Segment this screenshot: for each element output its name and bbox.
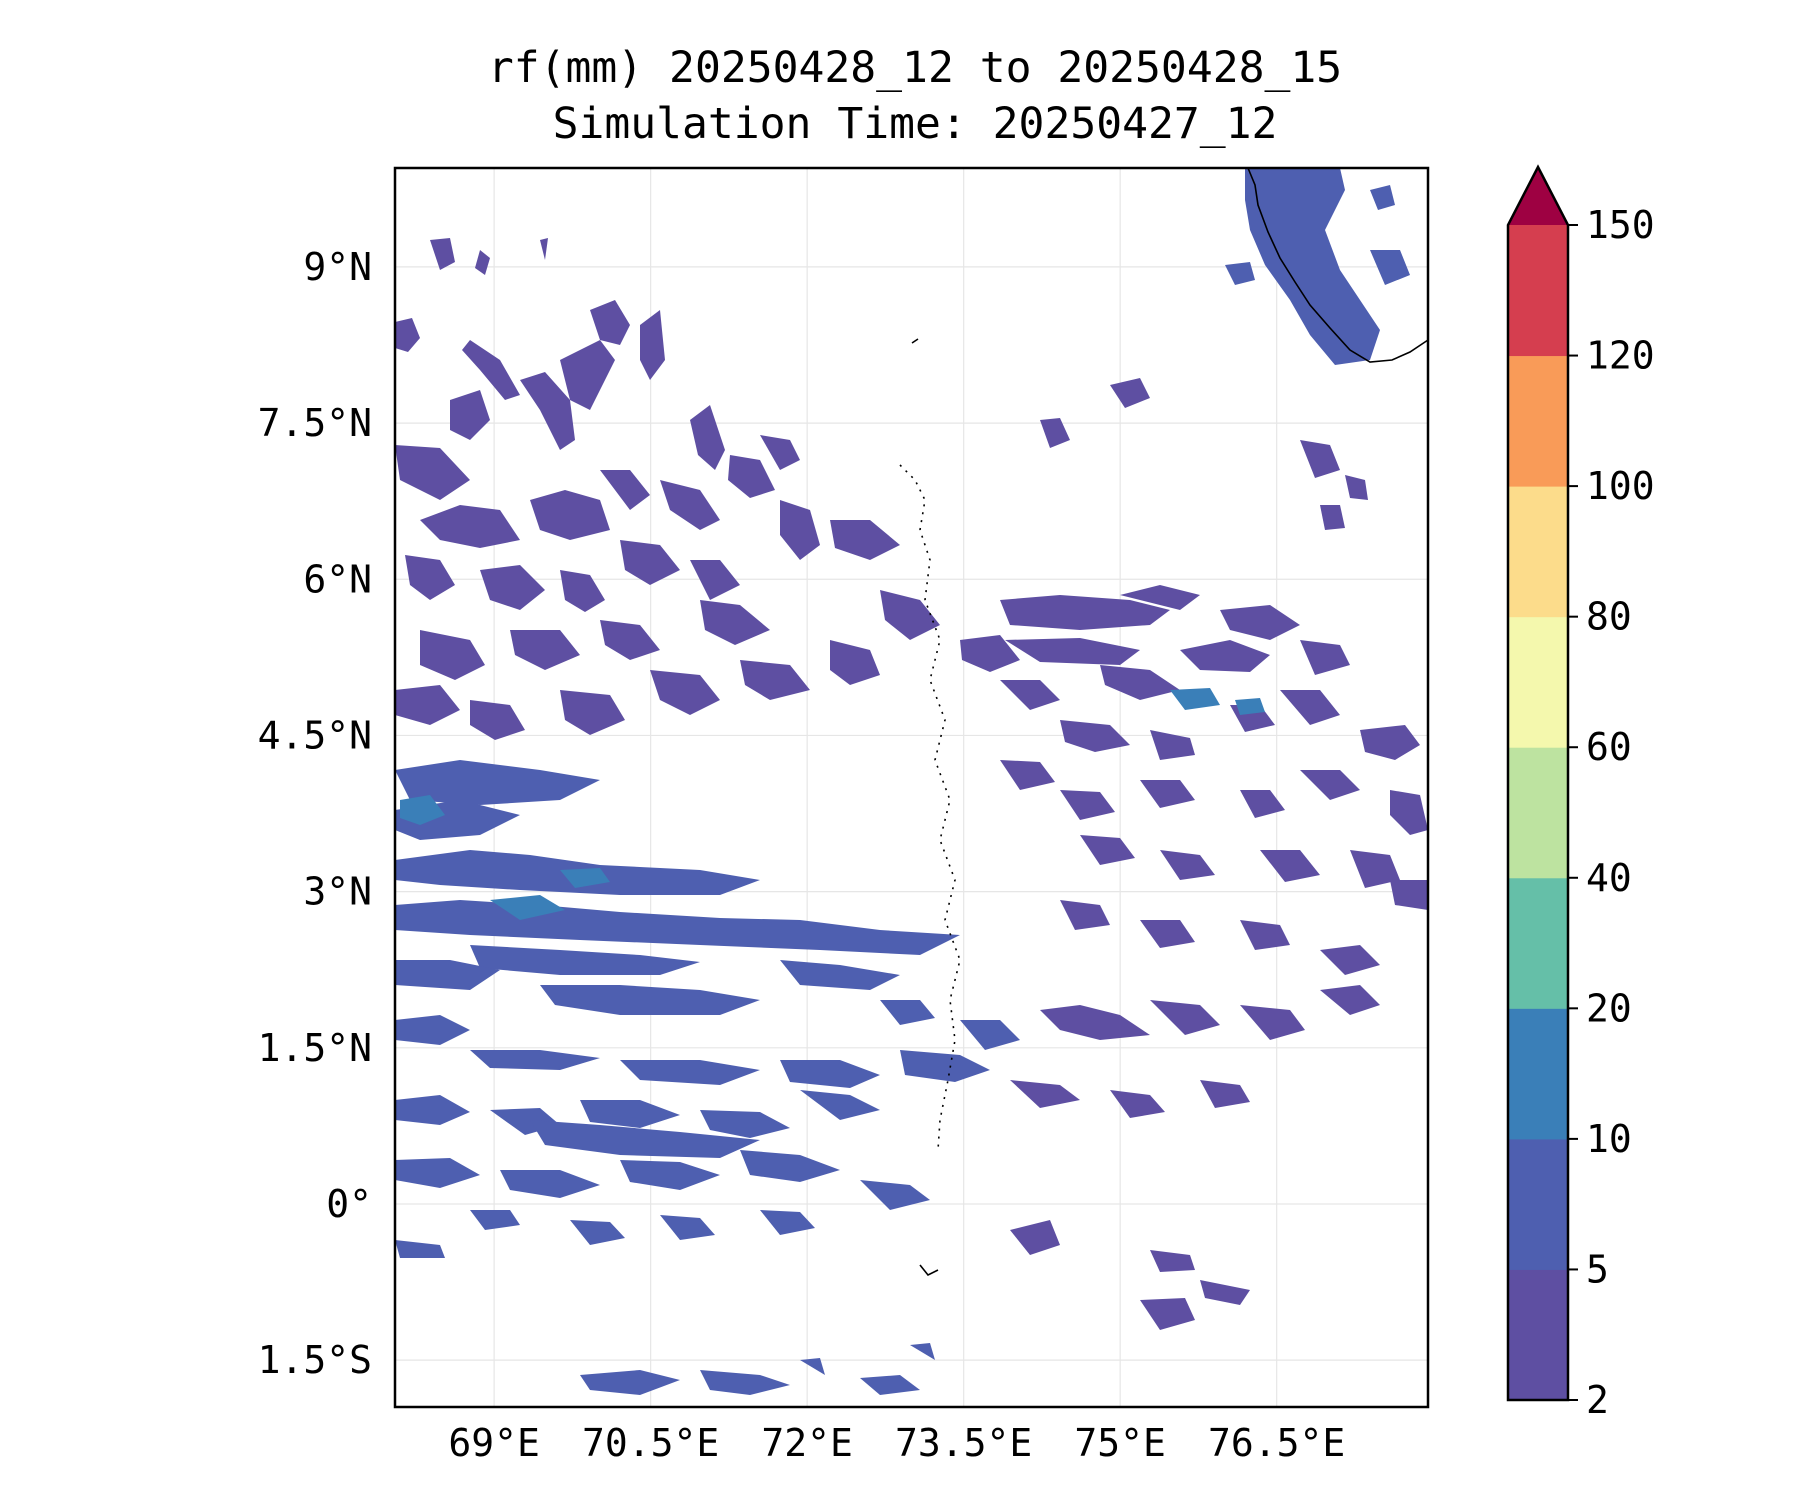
lon-tick-label: 69°E <box>448 1421 540 1465</box>
title-line-1: rf(mm) 20250428_12 to 20250428_15 <box>488 43 1342 93</box>
colorbar-segment <box>1508 747 1568 879</box>
colorbar-tick-label: 10 <box>1586 1117 1632 1161</box>
lat-tick-label: 0° <box>326 1182 372 1226</box>
rain-cluster-northeast <box>1225 168 1410 365</box>
india-coastline <box>1247 167 1429 363</box>
colorbar-tick-label: 5 <box>1586 1247 1609 1291</box>
colorbar-segment <box>1508 616 1568 748</box>
colorbar-segment <box>1508 1138 1568 1270</box>
colorbar-tick-label: 150 <box>1586 203 1655 247</box>
lat-tick-label: 3°N <box>303 870 372 914</box>
colorbar-tick-label: 120 <box>1586 334 1655 378</box>
colorbar-segment <box>1508 225 1568 357</box>
map-panel <box>393 166 1430 1409</box>
lon-tick-label: 73.5°E <box>895 1421 1032 1465</box>
lat-tick-label: 4.5°N <box>258 713 372 757</box>
coastline <box>899 167 1429 1277</box>
colorbar-segment <box>1508 486 1568 618</box>
colorbar-tick-label: 100 <box>1586 464 1655 508</box>
map-frame <box>393 166 1430 1409</box>
colorbar-extend-arrow <box>1508 167 1568 225</box>
colorbar-tick-label: 20 <box>1586 986 1632 1030</box>
colorbar-tick-label: 2 <box>1586 1378 1609 1422</box>
longitude-axis: 69°E 70.5°E 72°E 73.5°E 75°E 76.5°E <box>448 1421 1345 1465</box>
addu-atoll <box>919 1264 939 1277</box>
colorbar-tick-label: 60 <box>1586 725 1632 769</box>
colorbar-tick-label: 40 <box>1586 856 1632 900</box>
colorbar-segment <box>1508 877 1568 1009</box>
latitude-axis: 9°N 7.5°N 6°N 4.5°N 3°N 1.5°N 0° 1.5°S <box>258 245 372 1382</box>
colorbar-outline <box>1506 164 1570 1402</box>
lon-tick-label: 75°E <box>1074 1421 1166 1465</box>
lat-tick-label: 9°N <box>303 245 372 289</box>
lat-tick-label: 7.5°N <box>258 401 372 445</box>
colorbar: 2 5 10 20 40 60 80 100 120 150 <box>1506 164 1655 1422</box>
rain-cells-northwest <box>395 238 1368 740</box>
colorbar-segment <box>1508 1008 1568 1140</box>
colorbar-segment <box>1508 1269 1568 1401</box>
lat-tick-label: 1.5°S <box>258 1338 372 1382</box>
lon-tick-label: 72°E <box>761 1421 853 1465</box>
colorbar-segment <box>1508 355 1568 487</box>
lat-tick-label: 6°N <box>303 557 372 601</box>
lon-tick-label: 76.5°E <box>1208 1421 1345 1465</box>
colorbar-tick-label: 80 <box>1586 595 1632 639</box>
rainfall-field <box>395 168 1428 1395</box>
title-line-2: Simulation Time: 20250427_12 <box>553 99 1278 149</box>
lakshadweep-island <box>911 338 919 344</box>
lat-tick-label: 1.5°N <box>258 1026 372 1070</box>
rain-bands-central <box>1000 585 1428 1330</box>
lon-tick-label: 70.5°E <box>582 1421 719 1465</box>
